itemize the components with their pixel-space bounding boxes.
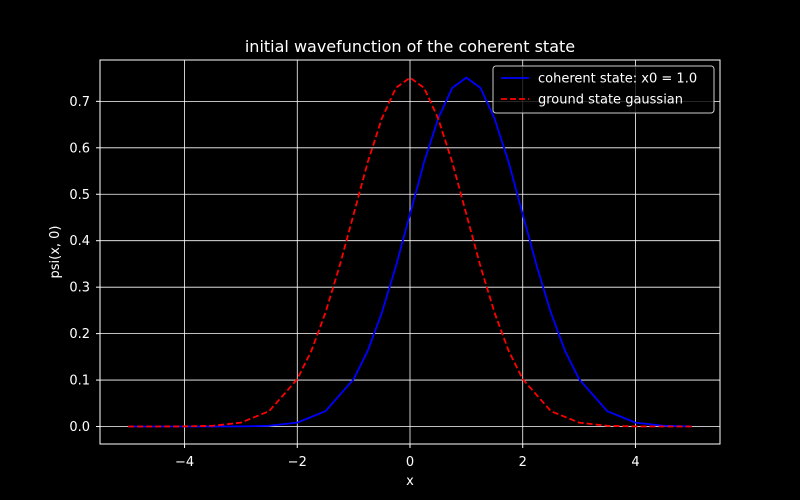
axis-ticks: −4 −2 0 2 4 0.0 0.1 0.2 0.3 0.4 0.5 0.6 0.7 [69, 95, 639, 470]
legend-label: coherent state: x0 = 1.0 [538, 72, 697, 87]
series-layer [128, 76, 692, 428]
y-tick-label: 0.7 [69, 95, 90, 110]
legend-box [492, 65, 715, 114]
y-tick-label: 0.6 [69, 141, 90, 156]
y-tick-label: 0.4 [69, 234, 90, 249]
legend: coherent state: x0 = 1.0 ground state gau… [492, 65, 715, 114]
y-axis-label: psi(x, 0) [48, 225, 63, 278]
legend-label: ground state gaussian [538, 93, 683, 108]
x-tick-label: −2 [288, 455, 307, 470]
y-tick-label: 0.5 [69, 188, 90, 203]
x-axis-label: x [406, 474, 414, 489]
y-tick-label: 0.3 [69, 281, 90, 296]
y-tick-label: 0.0 [69, 420, 90, 435]
x-tick-label: −4 [175, 455, 194, 470]
y-tick-label: 0.1 [69, 374, 90, 389]
chart-title: initial wavefunction of the coherent sta… [245, 37, 575, 56]
y-tick-label: 0.2 [69, 327, 90, 342]
x-tick-label: 0 [406, 455, 414, 470]
x-tick-label: 4 [631, 455, 639, 470]
x-tick-label: 2 [519, 455, 527, 470]
grid-lines [100, 60, 720, 444]
